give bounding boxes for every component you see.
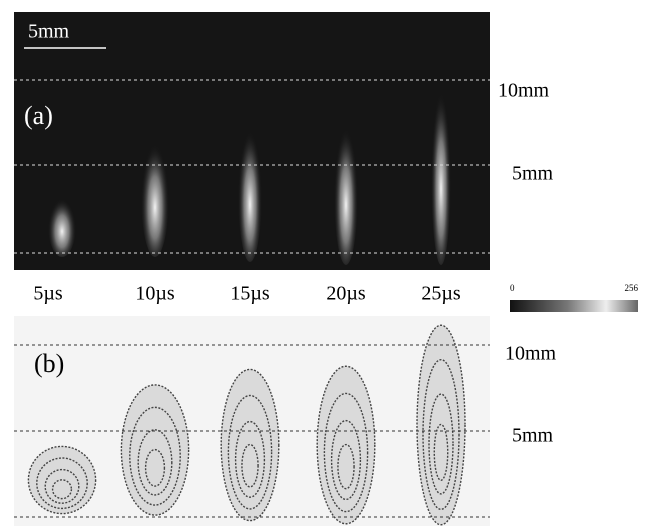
plume	[48, 193, 76, 257]
plume	[428, 393, 454, 495]
height-label: 10mm	[498, 80, 550, 102]
time-label: 20µs	[326, 283, 366, 305]
panel-b-guides	[14, 344, 490, 518]
panel-a-guides	[14, 79, 490, 254]
scale-bar-label: 5mm	[28, 21, 70, 43]
plume	[422, 358, 460, 511]
time-label: 10µs	[135, 283, 175, 305]
colorbar-max: 256	[625, 283, 639, 293]
panel-b-plumes	[27, 324, 466, 526]
plume	[433, 423, 449, 481]
plume	[330, 419, 362, 501]
plume	[334, 115, 358, 265]
plume	[141, 133, 169, 257]
plume	[238, 118, 262, 262]
plume	[241, 443, 259, 488]
plume	[36, 457, 88, 510]
plume	[431, 75, 451, 265]
panel-a-plumes	[48, 75, 451, 265]
height-label: 5mm	[512, 425, 554, 447]
plume	[51, 479, 73, 500]
time-label: 15µs	[230, 283, 270, 305]
time-label: 5µs	[33, 283, 63, 305]
time-label: 25µs	[421, 283, 461, 305]
plume	[120, 384, 190, 516]
panel-label: (a)	[24, 101, 53, 130]
panel-label: (b)	[34, 349, 64, 378]
colorbar-min: 0	[510, 283, 515, 293]
plume	[44, 468, 80, 504]
plume	[337, 443, 355, 490]
plume	[323, 392, 369, 513]
plume	[27, 445, 97, 515]
plume	[129, 406, 181, 506]
plume	[234, 420, 266, 498]
plume	[227, 394, 273, 510]
colorbar	[510, 300, 638, 312]
height-label: 10mm	[505, 343, 557, 365]
plume	[137, 429, 173, 496]
height-label: 5mm	[512, 163, 554, 185]
plume	[144, 448, 166, 487]
